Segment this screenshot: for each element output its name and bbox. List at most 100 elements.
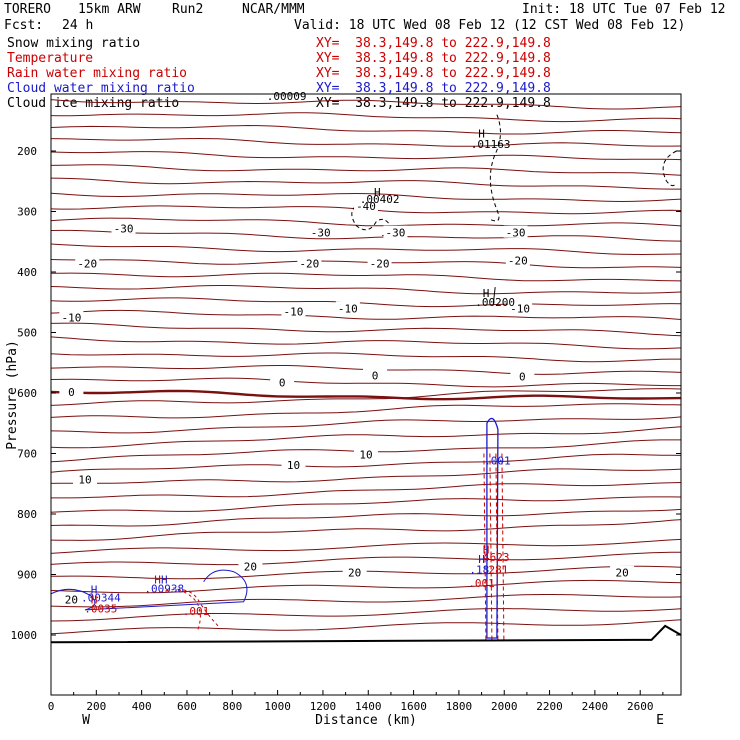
temperature-label-bg [281,457,306,470]
x-axis-label: Distance (km) [315,713,417,728]
isotherm-line [50,426,682,449]
temperature-label: 0 [68,386,75,399]
isotherm-line [50,217,682,227]
field-xy-snow: XY= 38.3,149.8 to 222.9,149.8 [316,36,551,51]
field-name-snow: Snow mixing ratio [7,36,141,51]
snow-small-contour [492,287,496,306]
temperature-label: -10 [284,305,304,318]
hydrometeor-label: .18 [469,563,489,576]
temperature-label-bg [59,592,84,605]
rain-water-column-contour [495,453,499,642]
field-xy-cloud-ice: XY= 38.3,149.8 to 222.9,149.8 [316,96,551,111]
isotherm-line [50,124,682,135]
temperature-label: -10 [510,302,530,315]
x-tick-label: 1400 [355,700,382,713]
hydrometeor-label: H [91,594,98,607]
y-tick-label: 500 [17,327,37,340]
temperature-label: 0 [279,377,286,390]
temperature-label-bg [335,301,360,314]
isotherm-line [50,389,682,401]
isotherm-line [50,322,682,337]
y-tick-label: 1000 [11,629,38,642]
temperature-label-bg [505,253,530,266]
hydrometeor-label: H [478,128,485,141]
y-axis-label: Pressure (hPa) [5,340,20,450]
temperature-label-bg [503,225,528,238]
isotherm-line [50,112,682,123]
y-tick-label: 300 [17,206,37,219]
temperature-label-bg [354,199,378,212]
hydrometeor-label: .01163 [471,138,511,151]
init-time: Init: 18 UTC Tue 07 Feb 12 [522,2,726,17]
model-name: TORERO [4,2,51,17]
x-tick-label: 1800 [446,700,473,713]
snow-upper-contour [489,114,501,222]
isotherm-line [50,177,681,190]
x-tick-label: 2200 [536,700,563,713]
temperature-label: -40 [356,200,376,213]
temperature-label: -10 [61,311,81,324]
temperature-label-bg [308,225,333,238]
x-tick-label: 1600 [400,700,427,713]
x-axis-ticks: 0 200 400 600 800 1000 1200 1400 1600 1800 2000 220… [48,690,664,713]
org-label: NCAR/MMM [242,2,305,17]
temperature-label-bg [297,256,322,269]
y-tick-label: 800 [17,508,37,521]
temperature-label-bg [342,565,367,578]
plot-frame [50,93,682,696]
hydrometeor-label: .00200 [475,296,515,309]
y-tick-label: 200 [17,145,37,158]
x-tick-label: 400 [132,700,152,713]
temperature-labels: -40 -30 -30 -30 -30 -20 -20 -20 -20 -10 -10 -10 -10 0… [59,199,635,606]
field-xy-cloud-water: XY= 38.3,149.8 to 222.9,149.8 [316,81,551,96]
temperature-label-bg [508,301,533,314]
temperature-label: -30 [311,227,331,240]
isotherm-line [50,519,682,541]
field-name-cloud-ice: Cloud ice mixing ratio [7,96,180,111]
hydrometeor-label: .00344 [81,592,121,605]
hydrometeor-label: .4623 [476,551,509,564]
x-tick-label: 2400 [582,700,609,713]
rain-water-low-contour [159,588,221,630]
x-tick-label: 800 [222,700,242,713]
isotherm-line [50,508,682,527]
temperature-label-bg [354,447,378,460]
snow-edge-contour [662,150,677,187]
isotherm-line [50,309,682,320]
hydrometeor-label: .281 [482,563,509,576]
y-tick-label: 700 [17,448,37,461]
x-tick-label: 200 [86,700,106,713]
temperature-label: 0 [519,371,526,384]
resolution-label: 15km ARW [78,2,141,17]
run-label: Run2 [172,2,204,17]
temperature-label-bg [238,559,263,572]
isotherm-line [50,336,682,350]
hydrometeor-label: H [483,543,490,556]
isotherm-line [51,482,682,499]
isotherm-line [50,243,682,256]
isotherm-line [50,551,682,566]
temperature-label-bg [383,225,408,238]
temperature-label: 10 [359,449,372,462]
temperature-label-bg [59,310,84,323]
hydrometeor-label: .00938 [144,583,184,596]
isotherm-line [50,538,682,554]
valid-time: Valid: 18 UTC Wed 08 Feb 12 (12 CST Wed … [294,18,686,33]
hydrometeor-label: .001 [468,577,495,590]
temperature-label: 20 [348,567,361,580]
field-name-cloud-water: Cloud water mixing ratio [7,81,195,96]
isotherm-line [50,416,682,434]
isotherm-line [50,164,682,176]
hydrometeor-label: .001 [183,605,210,618]
hydrometeor-label: H [478,553,485,566]
temperature-label: -20 [77,258,97,271]
isotherm-line [50,377,681,388]
temperature-label: 10 [78,474,91,487]
temperature-label-bg [111,221,136,234]
isotherm-line [50,229,682,242]
isotherm-line [50,594,682,608]
temperature-label-bg [367,256,392,269]
